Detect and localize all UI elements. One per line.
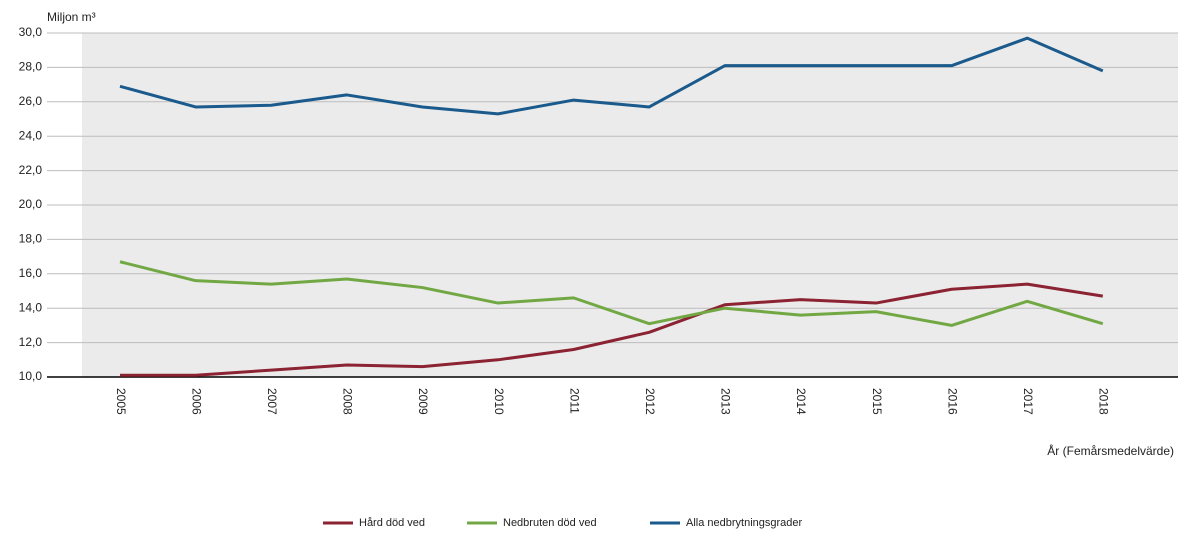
y-tick-label: 22,0 [19,163,43,177]
x-tick-label: 2006 [189,388,203,415]
x-axis-label: År (Femårsmedelvärde) [1047,443,1174,458]
y-tick-label: 20,0 [19,197,43,211]
x-tick-label: 2012 [643,388,657,415]
y-tick-label: 12,0 [19,335,43,349]
x-tick-label: 2007 [265,388,279,415]
x-tick-label: 2016 [945,388,959,415]
x-tick-label: 2005 [114,388,128,415]
line-series [119,260,1104,327]
y-tick-label: 30,0 [19,25,43,39]
y-tick-label: 28,0 [19,60,43,74]
x-tick-label: 2009 [416,388,430,415]
y-tick-label: 18,0 [19,232,43,246]
y-tick-label: 24,0 [19,128,43,142]
legend-label: Alla nedbrytningsgrader [686,517,803,529]
y-axis-label: Miljon m³ [47,10,96,24]
x-tick-label: 2011 [567,388,581,414]
y-tick-label: 10,0 [19,369,43,383]
x-tick-label: 2008 [341,388,355,415]
line-series [119,36,1104,116]
y-tick-label: 14,0 [19,300,43,314]
x-tick-label: 2018 [1097,388,1111,415]
line-series [120,282,1104,377]
x-tick-label: 2013 [719,388,733,415]
legend-label: Hård död ved [359,517,425,529]
x-tick-label: 2014 [794,388,808,415]
y-tick-label: 26,0 [19,94,43,108]
legend-label: Nedbruten död ved [503,517,597,529]
x-tick-label: 2017 [1021,388,1035,415]
x-tick-label: 2015 [870,388,884,415]
y-tick-label: 16,0 [19,266,43,280]
x-tick-label: 2010 [492,388,506,415]
